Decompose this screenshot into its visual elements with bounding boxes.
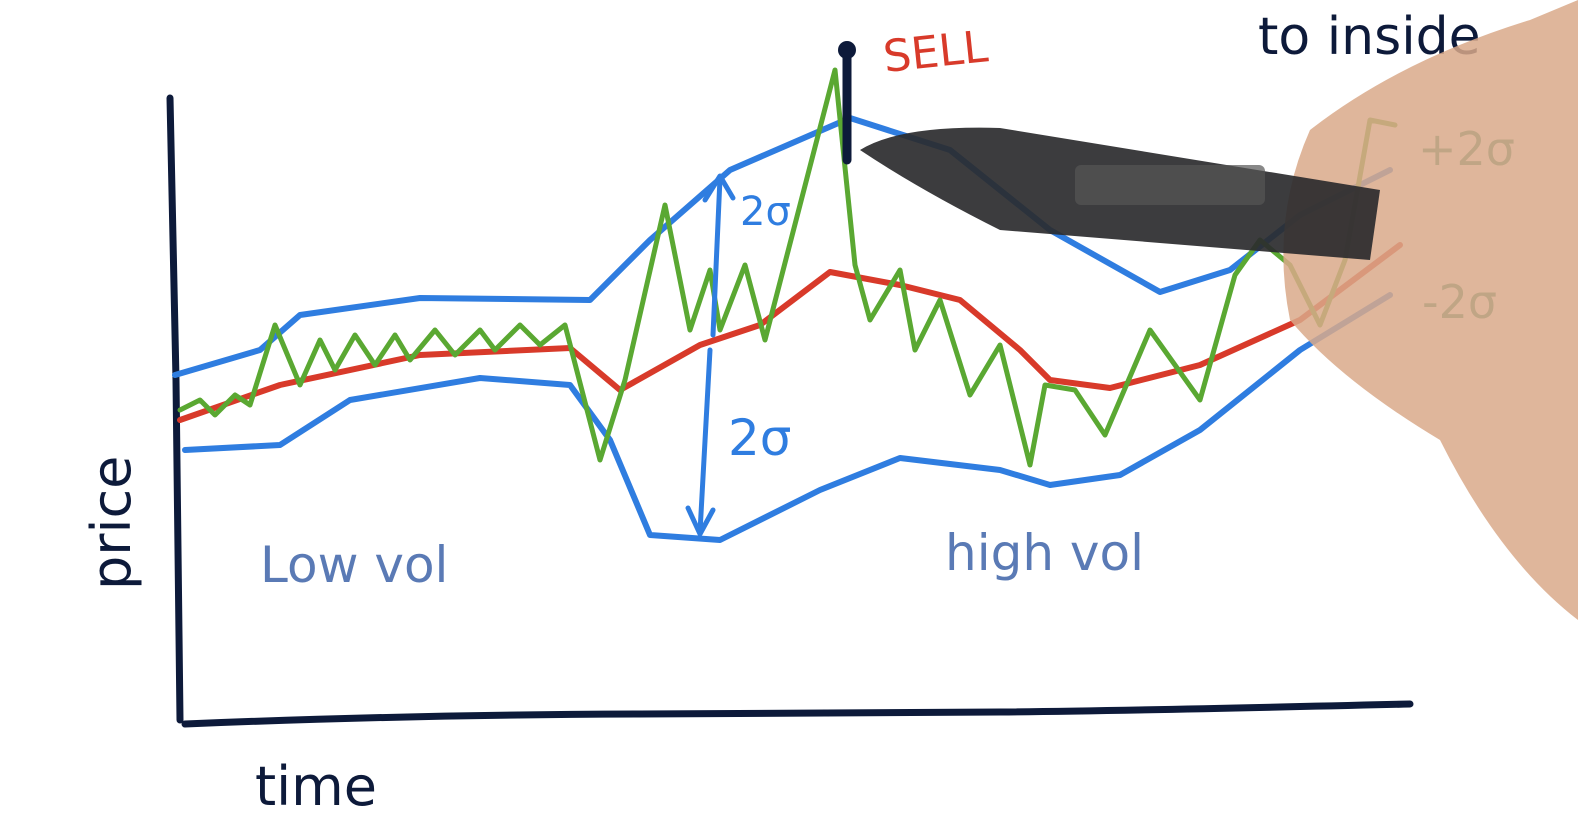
x-axis-label: time xyxy=(255,755,377,818)
lower-gap-label: 2σ xyxy=(728,409,792,467)
arrow-down xyxy=(697,347,713,535)
arrow-head xyxy=(702,173,736,203)
y-axis xyxy=(166,94,184,724)
arrow-head xyxy=(685,505,716,537)
low-vol-label: Low vol xyxy=(260,536,448,594)
hand xyxy=(1283,0,1578,620)
high-vol-label: high vol xyxy=(945,524,1144,582)
arrow-up xyxy=(710,175,723,338)
upper-band xyxy=(172,115,1393,378)
sell-label: SELL xyxy=(881,21,991,83)
x-axis xyxy=(181,700,1414,728)
sell-dot xyxy=(838,41,856,59)
stylus-button xyxy=(1075,165,1265,205)
lower-band xyxy=(182,292,1393,543)
y-axis-label: price xyxy=(80,456,143,590)
upper-gap-label: 2σ xyxy=(740,189,791,235)
